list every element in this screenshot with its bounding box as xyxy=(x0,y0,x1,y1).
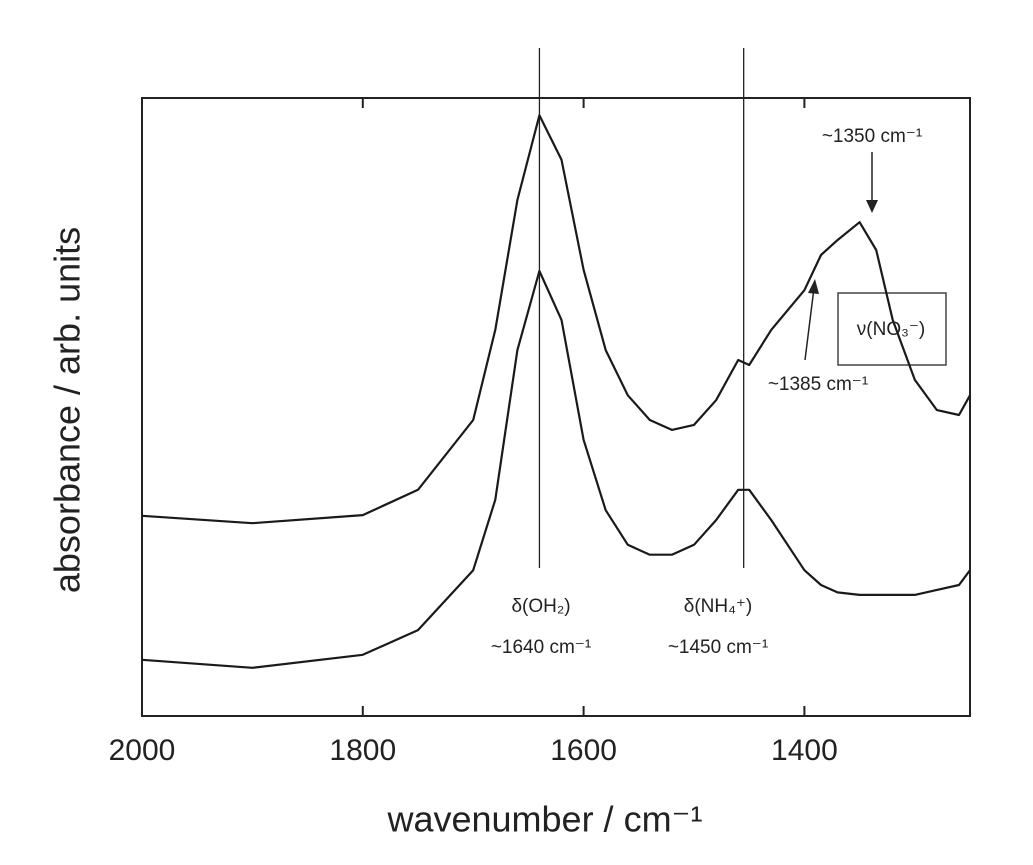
y-axis-label: absorbance / arb. units xyxy=(47,227,88,593)
x-tick-label: 2000 xyxy=(109,734,176,767)
spectrum-line xyxy=(141,269,971,669)
x-tick-label: 1400 xyxy=(771,734,838,767)
annotation: δ(OH₂) xyxy=(511,596,570,617)
annotation: ~1385 cm⁻¹ xyxy=(768,374,868,395)
arrow-head xyxy=(808,279,819,294)
arrow xyxy=(804,287,815,361)
annotation: δ(NH₄⁺) xyxy=(684,596,752,617)
spectrum-line xyxy=(141,114,971,525)
annotation-box xyxy=(837,292,947,366)
x-tick-label: 1600 xyxy=(550,734,617,767)
annotation: ~1640 cm⁻¹ xyxy=(491,637,591,658)
plot-frame xyxy=(141,97,971,717)
x-tick-label: 1800 xyxy=(329,734,396,767)
x-axis-label: wavenumber / cm⁻¹ xyxy=(386,799,702,840)
annotation: ~1450 cm⁻¹ xyxy=(668,637,768,658)
arrow-head xyxy=(866,200,878,213)
annotation: ~1350 cm⁻¹ xyxy=(822,126,922,147)
annotation: ν(NO₃⁻) xyxy=(857,319,925,340)
